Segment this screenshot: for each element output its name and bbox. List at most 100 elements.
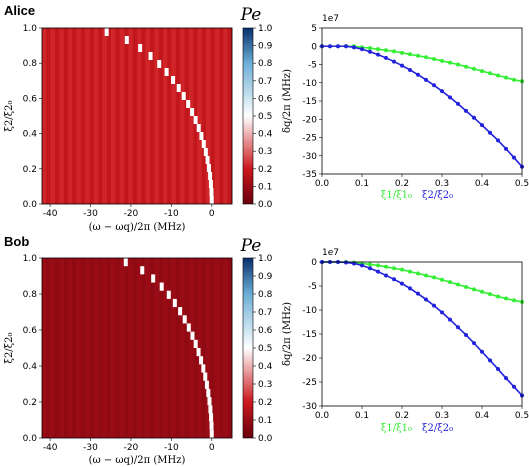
colorbar-tick-label: 0.3 xyxy=(258,147,272,157)
colorbar-tick-label: 0.6 xyxy=(258,326,273,336)
heatmap-peak-cell xyxy=(209,413,214,422)
heatmap-stripe xyxy=(98,28,103,204)
heatmap-stripe xyxy=(154,28,159,204)
series-point-2 xyxy=(472,115,476,120)
heatmap-stripe xyxy=(227,258,233,438)
heatmap-stripe xyxy=(184,28,190,204)
x-tick-label: -20 xyxy=(124,209,139,219)
series-point-1 xyxy=(384,264,388,269)
heatmap-stripe xyxy=(72,258,77,438)
series-point-1 xyxy=(432,275,436,280)
heatmap-stripe xyxy=(149,28,155,204)
heatmap-peak-cell xyxy=(204,380,209,389)
heatmap-stripe xyxy=(42,28,47,204)
series-point-1 xyxy=(408,269,412,274)
heatmap-peak-cell xyxy=(140,266,145,275)
y-tick-label: 1.0 xyxy=(23,24,38,34)
x-tick-label: 0.5 xyxy=(515,179,529,189)
heatmap-stripe xyxy=(67,28,73,204)
heatmap-peak-cell xyxy=(199,356,204,365)
series-point-2 xyxy=(496,367,500,372)
series-point-1 xyxy=(400,267,404,272)
series-point-2 xyxy=(368,49,372,54)
x-tick-label: 0.3 xyxy=(435,179,449,189)
x-tick-label: 0 xyxy=(209,443,215,453)
series-point-1 xyxy=(440,58,444,63)
alice-colorbar-ticks: 0.0 0.1 0.2 0.3 0.4 0.5 0.6 0.7 0.8 0.9 1.0 xyxy=(253,24,273,210)
bob-x-axis-label: (ω − ωq)/2π (MHz) xyxy=(89,455,186,466)
heatmap-stripe xyxy=(76,258,82,438)
alice-colorbar-label: Pe xyxy=(240,5,262,25)
alice-heatmap-panel: Alice -40 -30 -20 -10 0 0.0 0.2 0.4 0.6 0.8 1.0 (… xyxy=(4,3,273,233)
heatmap-stripe xyxy=(50,28,56,204)
series-point-1 xyxy=(504,75,508,80)
heatmap-stripe xyxy=(115,28,121,204)
bob-panel-title: Bob xyxy=(4,234,29,249)
series-point-2 xyxy=(352,261,356,266)
series-point-2 xyxy=(368,266,372,271)
heatmap-stripe xyxy=(206,258,211,438)
x-tick-label: -10 xyxy=(164,443,179,453)
heatmap-stripe xyxy=(93,258,99,438)
heatmap-stripe xyxy=(188,258,194,438)
bob-heatmap-panel: Bob -40 -30 -20 -10 0 0.0 0.2 0.4 0.6 0.8 1.0 (ω … xyxy=(4,234,273,466)
x-tick-label: -40 xyxy=(43,209,58,219)
series-point-2 xyxy=(328,44,332,49)
heatmap-stripe xyxy=(46,258,51,438)
heatmap-stripe xyxy=(154,258,159,438)
y-tick-label: 0.4 xyxy=(23,130,38,140)
colorbar-tick-label: 0.7 xyxy=(258,308,272,318)
heatmap-peak-cell xyxy=(209,196,214,204)
heatmap-peak-cell xyxy=(193,339,198,348)
series-point-2 xyxy=(416,291,420,296)
heatmap-peak-cell xyxy=(196,124,201,132)
heatmap-stripe xyxy=(162,258,168,438)
y-tick-label: -10 xyxy=(302,306,317,316)
bob-shift-plot: 0.0 0.1 0.2 0.3 0.4 0.5 0 -5 -10 -15 -20 -25 -30 xyxy=(302,258,529,421)
bob-colorbar-label: Pe xyxy=(240,236,262,256)
series-point-1 xyxy=(368,262,372,267)
x-tick-label: -30 xyxy=(83,443,98,453)
heatmap-stripe xyxy=(80,258,86,438)
bob-shift-panel: 0.0 0.1 0.2 0.3 0.4 0.5 0 -5 -10 -15 -20 -25 -30 1e7… xyxy=(282,248,529,434)
heatmap-peak-cell xyxy=(181,92,186,100)
heatmap-peak-cell xyxy=(148,52,153,60)
heatmap-stripe xyxy=(137,28,142,204)
heatmap-stripe xyxy=(106,28,112,204)
heatmap-stripe xyxy=(132,28,138,204)
heatmap-peak-cell xyxy=(186,100,191,108)
heatmap-stripe xyxy=(158,28,164,204)
series-point-1 xyxy=(408,52,412,57)
series-point-2 xyxy=(424,77,428,82)
series-point-1 xyxy=(512,77,516,82)
series-point-2 xyxy=(504,376,508,381)
x-tick-label: -20 xyxy=(124,443,139,453)
heatmap-stripe xyxy=(227,28,233,204)
heatmap-stripe xyxy=(141,258,146,438)
heatmap-peak-cell xyxy=(208,172,213,180)
y-tick-label: 0 xyxy=(311,258,317,268)
bob-heatmap-grid xyxy=(42,258,233,438)
colorbar-tick-label: 0.6 xyxy=(258,94,273,104)
y-tick-label: 0.8 xyxy=(23,59,38,69)
series-point-2 xyxy=(496,138,500,143)
series-line-1 xyxy=(322,45,523,83)
heatmap-stripe xyxy=(223,258,228,438)
series-point-2 xyxy=(512,155,516,160)
heatmap-peak-cell xyxy=(193,116,198,124)
series-point-2 xyxy=(432,303,436,308)
heatmap-peak-cell xyxy=(208,405,213,414)
y-tick-label: -30 xyxy=(302,152,317,162)
heatmap-peak-cell xyxy=(151,274,156,283)
series-point-2 xyxy=(408,67,412,72)
y-tick-label: 0.0 xyxy=(23,434,38,444)
alice-x-axis-label: (ω − ωq)/2π (MHz) xyxy=(89,222,186,233)
series-line-2 xyxy=(322,45,523,168)
series-point-2 xyxy=(392,59,396,64)
heatmap-peak-cell xyxy=(104,28,109,36)
series-point-2 xyxy=(384,55,388,60)
series-point-1 xyxy=(496,294,500,299)
series-point-2 xyxy=(456,325,460,330)
series-point-2 xyxy=(400,281,404,286)
heatmap-stripe xyxy=(85,258,90,438)
